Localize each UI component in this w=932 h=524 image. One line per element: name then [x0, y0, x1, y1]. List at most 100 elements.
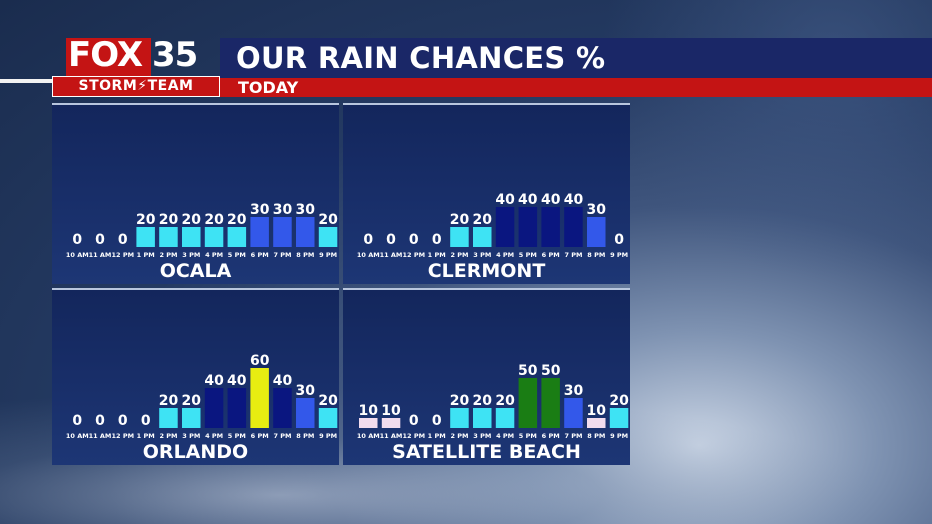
- value-label: 0: [409, 413, 419, 429]
- value-label: 20: [159, 393, 179, 409]
- chart-panel-clermont: 0 10 AM 0 11 AM 0 12 PM 0 1 PM 20 2 PM 20 3 PM 40 4 P…: [343, 103, 630, 284]
- chart-panel-satellite-beach: 10 10 AM 10 11 AM 0 12 PM 0 1 PM 20 2 PM 20 3 PM 20 4…: [343, 288, 630, 465]
- value-label: 10: [359, 403, 379, 419]
- panel-background: [343, 103, 630, 284]
- value-label: 20: [204, 212, 224, 228]
- chart-title: CLERMONT: [428, 260, 546, 282]
- tick-label: 12 PM: [112, 432, 135, 440]
- tick-label: 7 PM: [273, 432, 291, 440]
- bar-ocala-3-pm: [182, 227, 201, 247]
- value-label: 30: [296, 202, 316, 218]
- bar-satellite-beach-3-pm: [473, 408, 492, 428]
- tick-label: 11 AM: [89, 251, 112, 259]
- bar-satellite-beach-10-am: [359, 418, 378, 428]
- tick-label: 11 AM: [89, 432, 112, 440]
- bar-satellite-beach-7-pm: [564, 398, 583, 428]
- tick-label: 11 AM: [380, 251, 403, 259]
- value-label: 40: [564, 192, 584, 208]
- chart-panel-ocala: 0 10 AM 0 11 AM 0 12 PM 20 1 PM 20 2 PM 20 3 PM 20 4 …: [52, 103, 339, 284]
- bar-orlando-2-pm: [159, 408, 178, 428]
- value-label: 0: [409, 232, 419, 248]
- chart-clermont: 0 10 AM 0 11 AM 0 12 PM 0 1 PM 20 2 PM 20 3 PM 40 4 P…: [357, 192, 628, 282]
- tick-label: 8 PM: [296, 432, 314, 440]
- value-label: 20: [495, 393, 515, 409]
- bar-orlando-5-pm: [227, 388, 247, 428]
- bar-clermont-3-pm: [473, 227, 492, 247]
- fox-logo-text: FOX: [68, 35, 143, 75]
- panel-background: [52, 288, 339, 465]
- value-label: 20: [450, 212, 470, 228]
- tick-label: 3 PM: [182, 251, 200, 259]
- bar-orlando-8-pm: [296, 398, 315, 428]
- title-bar: [220, 38, 932, 78]
- tick-label: 3 PM: [473, 251, 491, 259]
- value-label: 30: [250, 202, 270, 218]
- tick-label: 11 AM: [380, 432, 403, 440]
- value-label: 20: [450, 393, 470, 409]
- value-label: 20: [182, 393, 202, 409]
- bar-orlando-7-pm: [273, 388, 292, 428]
- value-label: 0: [72, 413, 82, 429]
- panel-background: [343, 288, 630, 465]
- bar-clermont-8-pm: [587, 217, 606, 247]
- tick-label: 9 PM: [319, 251, 337, 259]
- tick-label: 6 PM: [251, 251, 269, 259]
- tick-label: 8 PM: [587, 432, 605, 440]
- chart-ocala: 0 10 AM 0 11 AM 0 12 PM 20 1 PM 20 2 PM 20 3 PM 20 4 …: [66, 202, 338, 282]
- chart-satellite-beach: 10 10 AM 10 11 AM 0 12 PM 0 1 PM 20 2 PM 20 3 PM 20 4…: [357, 363, 629, 463]
- value-label: 20: [609, 393, 629, 409]
- bar-ocala-6-pm: [250, 217, 269, 247]
- tick-label: 8 PM: [587, 251, 605, 259]
- bar-satellite-beach-2-pm: [450, 408, 469, 428]
- value-label: 0: [118, 413, 128, 429]
- fox-logo-box: [66, 38, 151, 76]
- chart-title: ORLANDO: [143, 441, 248, 463]
- bar-ocala-7-pm: [273, 217, 292, 247]
- tick-label: 5 PM: [228, 432, 246, 440]
- tick-label: 2 PM: [159, 432, 177, 440]
- tick-label: 6 PM: [542, 251, 560, 259]
- value-label: 0: [363, 232, 373, 248]
- value-label: 40: [495, 192, 515, 208]
- tick-label: 5 PM: [519, 432, 537, 440]
- value-label: 40: [541, 192, 561, 208]
- value-label: 20: [227, 212, 247, 228]
- tick-label: 1 PM: [137, 432, 155, 440]
- tick-label: 2 PM: [450, 432, 468, 440]
- storm-team-logo: STORM⚡TEAM: [52, 76, 220, 97]
- panel-background: [52, 103, 339, 284]
- value-label: 10: [381, 403, 401, 419]
- value-label: 0: [95, 413, 105, 429]
- bar-ocala-5-pm: [227, 227, 247, 247]
- chart-title: OCALA: [160, 260, 232, 282]
- tick-label: 10 AM: [357, 432, 380, 440]
- tick-label: 8 PM: [296, 251, 314, 259]
- tick-label: 4 PM: [205, 251, 223, 259]
- channel-number: 35: [152, 35, 198, 75]
- value-label: 40: [273, 373, 293, 389]
- bar-orlando-4-pm: [204, 388, 224, 428]
- tick-label: 12 PM: [403, 432, 426, 440]
- bar-ocala-2-pm: [159, 227, 178, 247]
- bar-orlando-3-pm: [182, 408, 201, 428]
- value-label: 0: [118, 232, 128, 248]
- value-label: 50: [518, 363, 538, 379]
- page-title: OUR RAIN CHANCES %: [236, 41, 606, 75]
- value-label: 0: [141, 413, 151, 429]
- tick-label: 4 PM: [496, 251, 514, 259]
- tick-label: 9 PM: [610, 432, 628, 440]
- tick-label: 7 PM: [564, 432, 582, 440]
- bar-clermont-5-pm: [518, 207, 538, 247]
- bar-satellite-beach-5-pm: [518, 378, 538, 428]
- tick-label: 4 PM: [496, 432, 514, 440]
- value-label: 20: [318, 212, 338, 228]
- tick-label: 9 PM: [319, 432, 337, 440]
- value-label: 20: [473, 212, 493, 228]
- tick-label: 9 PM: [610, 251, 628, 259]
- value-label: 0: [432, 413, 442, 429]
- bar-ocala-1-pm: [136, 227, 155, 247]
- value-label: 40: [204, 373, 224, 389]
- tick-label: 2 PM: [159, 251, 177, 259]
- bar-clermont-6-pm: [541, 207, 560, 247]
- bar-ocala-9-pm: [318, 227, 338, 247]
